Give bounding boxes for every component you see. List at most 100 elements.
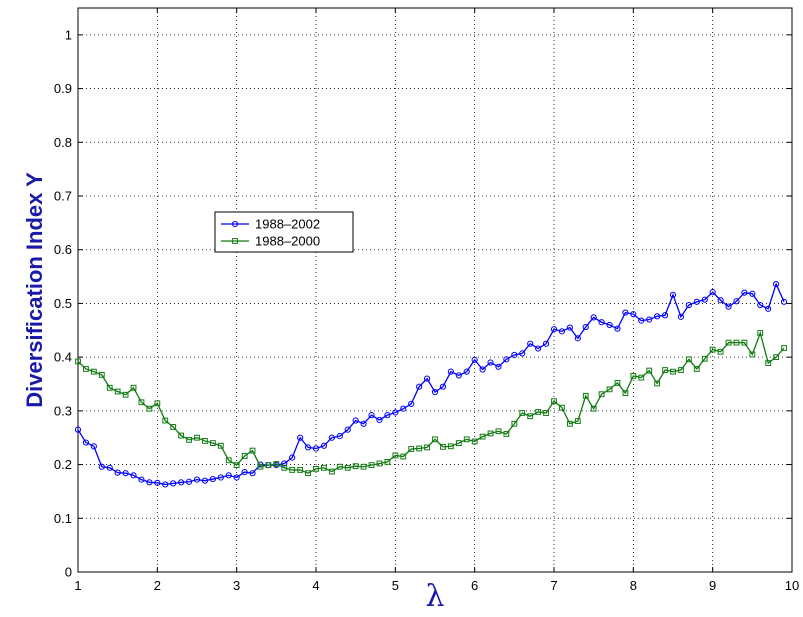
data-point: [598, 319, 605, 326]
data-point: [384, 412, 391, 419]
data-point: [83, 366, 89, 372]
data-point: [368, 412, 375, 419]
data-point: [170, 480, 177, 487]
data-point: [249, 470, 256, 477]
data-point: [614, 380, 621, 386]
data-point: [209, 475, 216, 483]
legend-box: [214, 211, 354, 253]
data-point: [685, 356, 692, 363]
data-point: [550, 326, 558, 333]
data-point: [336, 463, 343, 470]
series-line: [77, 330, 785, 474]
data-point: [90, 443, 97, 450]
data-point: [162, 481, 169, 488]
data-point: [535, 345, 542, 352]
data-point: [90, 368, 97, 375]
data-point: [352, 463, 359, 470]
data-point: [630, 311, 637, 318]
data-point: [566, 420, 573, 427]
y-tick-label: 0.6: [54, 242, 72, 257]
data-point: [654, 313, 661, 320]
x-tick-label: 4: [312, 578, 319, 593]
y-tick-label: 0.8: [54, 135, 72, 150]
data-point: [495, 428, 502, 435]
data-point: [757, 330, 764, 336]
data-point: [138, 476, 145, 483]
data-point: [535, 409, 542, 415]
data-point: [376, 460, 383, 467]
data-point: [178, 432, 185, 439]
data-point: [661, 312, 669, 319]
data-point: [281, 464, 288, 471]
data-point: [709, 346, 716, 353]
data-point: [360, 463, 367, 470]
series-layer: [74, 280, 788, 488]
data-point: [186, 436, 192, 443]
data-point: [559, 404, 565, 411]
data-point: [400, 453, 407, 460]
data-point: [281, 460, 288, 467]
data-point: [701, 355, 708, 362]
series-1988-2000: [75, 330, 787, 477]
x-tick-label: 2: [154, 578, 161, 593]
y-tick-label: 0.1: [54, 511, 72, 526]
y-tick-label: 0.4: [54, 350, 72, 365]
data-point: [352, 417, 359, 424]
data-point: [225, 472, 232, 479]
data-point: [447, 368, 454, 375]
data-point: [471, 438, 478, 445]
data-point: [241, 453, 248, 459]
data-point: [431, 388, 439, 396]
data-point: [685, 301, 692, 309]
data-point: [138, 399, 145, 406]
data-point: [733, 339, 740, 346]
data-point: [217, 474, 224, 481]
x-tick-label: 1: [74, 578, 81, 593]
data-point: [757, 301, 764, 309]
data-point: [178, 479, 185, 486]
legend-label: 1988–2000: [255, 234, 320, 249]
data-point: [543, 410, 549, 416]
data-point: [590, 314, 597, 321]
data-point: [423, 375, 431, 382]
data-point: [717, 348, 724, 355]
data-point: [669, 291, 677, 298]
x-tick-label: 6: [471, 578, 478, 593]
data-point: [170, 424, 177, 430]
legend-entry-1988-2002: 1988–2002: [221, 217, 320, 232]
data-point: [289, 467, 296, 473]
data-point: [297, 467, 304, 473]
data-point: [424, 444, 430, 451]
data-point: [765, 305, 772, 312]
y-tick-label: 0: [65, 565, 72, 580]
data-point: [693, 298, 700, 305]
data-point: [289, 454, 296, 461]
data-point: [82, 439, 90, 446]
data-point: [233, 462, 240, 469]
data-point: [74, 426, 82, 433]
data-point: [328, 468, 335, 475]
data-point: [106, 384, 113, 391]
data-point: [693, 366, 700, 372]
series-1988-2002: [74, 280, 788, 488]
data-point: [566, 324, 573, 331]
data-point: [638, 374, 645, 381]
y-tick-label: 0.3: [54, 403, 72, 418]
data-point: [201, 477, 209, 484]
data-point: [511, 420, 518, 427]
data-point: [503, 431, 510, 437]
data-point: [646, 316, 653, 323]
data-point: [233, 474, 240, 481]
legend-marker: [231, 220, 239, 228]
data-point: [146, 405, 153, 412]
data-point: [479, 433, 486, 440]
x-tick-label: 7: [550, 578, 557, 593]
y-tick-label: 0.2: [54, 457, 72, 472]
data-point: [741, 339, 748, 346]
data-point: [312, 445, 320, 452]
axis-ticks: 1 2 3 4 5 6 7 8 9 10 0 0.1 0.2 0.3 0.4 0.5 0.6 0.7 0.8 0.9 1: [54, 8, 799, 593]
data-point: [336, 433, 343, 440]
data-point: [408, 400, 415, 407]
data-point: [701, 296, 708, 303]
data-point: [273, 461, 280, 467]
